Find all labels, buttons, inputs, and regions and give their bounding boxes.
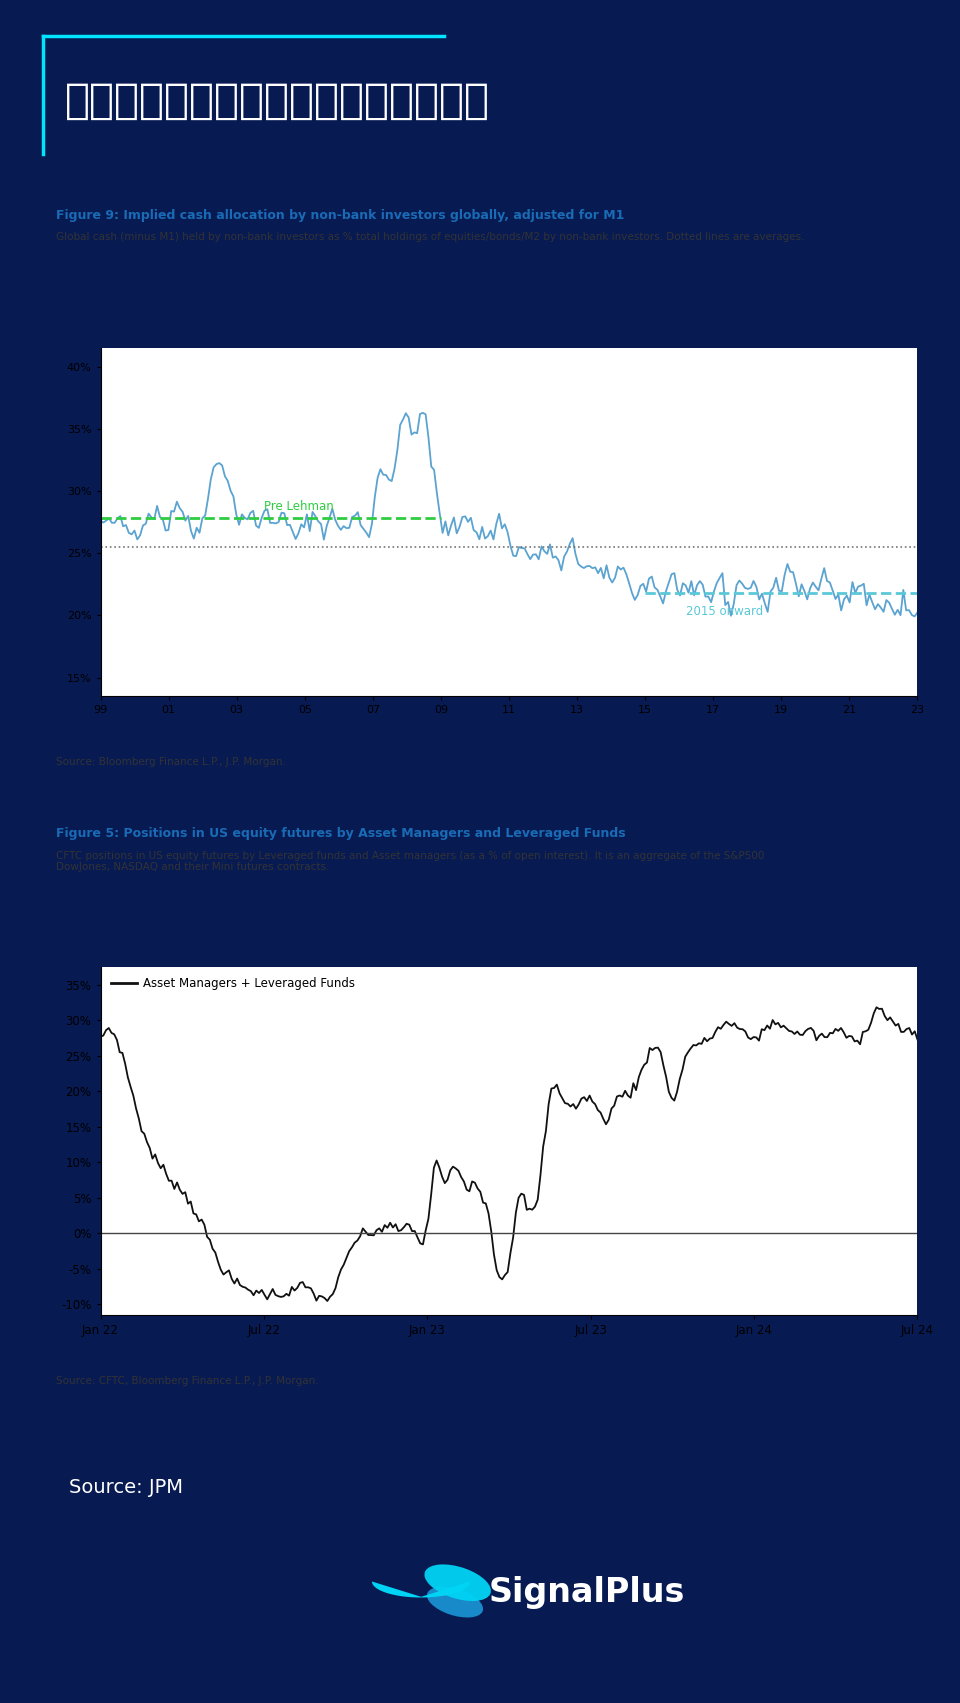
Ellipse shape: [427, 1587, 483, 1618]
Text: CFTC positions in US equity futures by Leveraged funds and Asset managers (as a : CFTC positions in US equity futures by L…: [56, 852, 764, 872]
Text: Source: JPM: Source: JPM: [69, 1478, 183, 1497]
Ellipse shape: [424, 1565, 491, 1601]
Text: Source: Bloomberg Finance L.P., J.P. Morgan.: Source: Bloomberg Finance L.P., J.P. Mor…: [56, 758, 286, 766]
PathPatch shape: [372, 1582, 470, 1597]
Text: Global cash (minus M1) held by non-bank investors as % total holdings of equitie: Global cash (minus M1) held by non-bank …: [56, 232, 804, 242]
Text: 投资者的现金配置处于数十年来的低点: 投资者的现金配置处于数十年来的低点: [65, 80, 490, 123]
Text: Figure 5: Positions in US equity futures by Asset Managers and Leveraged Funds: Figure 5: Positions in US equity futures…: [56, 828, 626, 841]
Text: SignalPlus: SignalPlus: [489, 1575, 685, 1609]
Text: Figure 9: Implied cash allocation by non-bank investors globally, adjusted for M: Figure 9: Implied cash allocation by non…: [56, 209, 624, 221]
Text: Source: CFTC, Bloomberg Finance L.P., J.P. Morgan.: Source: CFTC, Bloomberg Finance L.P., J.…: [56, 1376, 319, 1386]
